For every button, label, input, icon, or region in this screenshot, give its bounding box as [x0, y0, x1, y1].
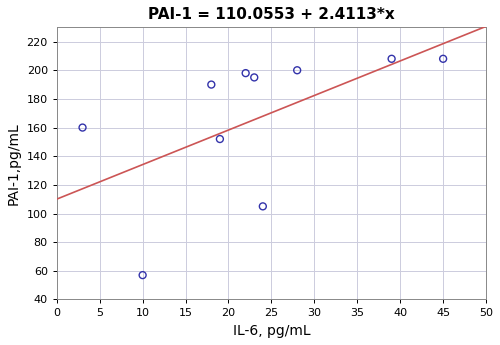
Point [293, 68, 301, 73]
Title: PAI-1 = 110.0553 + 2.4113*x: PAI-1 = 110.0553 + 2.4113*x [148, 7, 395, 22]
Point [242, 70, 250, 76]
Point [439, 56, 447, 61]
Point [250, 75, 258, 80]
Point [208, 82, 216, 87]
Point [78, 125, 86, 130]
Point [388, 56, 396, 61]
Point [138, 272, 146, 278]
Point [216, 136, 224, 142]
Y-axis label: PAI-1,pg/mL: PAI-1,pg/mL [7, 122, 21, 205]
X-axis label: IL-6, pg/mL: IL-6, pg/mL [232, 324, 310, 338]
Point [259, 204, 267, 209]
